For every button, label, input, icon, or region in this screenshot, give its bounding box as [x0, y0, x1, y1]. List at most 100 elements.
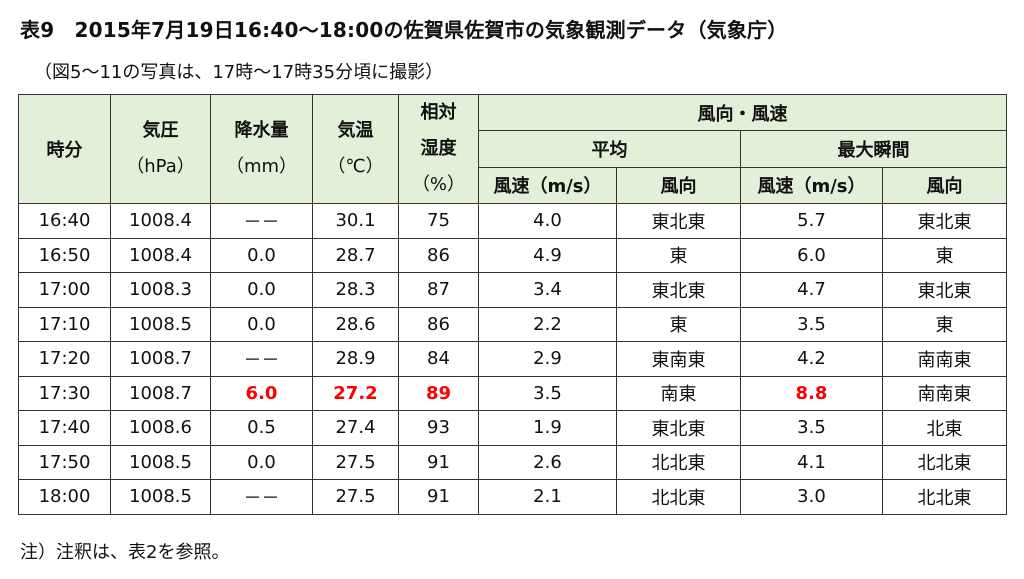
cell-humidity: 86 — [398, 237, 479, 273]
cell-precip: 0.5 — [210, 410, 313, 446]
cell-pressure: 1008.5 — [110, 306, 211, 342]
header-max-direction: 風向 — [882, 166, 1007, 205]
cell-time: 17:00 — [18, 272, 111, 308]
cell-avg-dir: 東 — [616, 306, 741, 342]
header-pressure: 気圧 （hPa） — [110, 94, 211, 204]
cell-precip: 6.0 — [210, 375, 313, 411]
cell-avg-speed: 2.1 — [478, 479, 617, 515]
cell-humidity: 87 — [398, 272, 479, 308]
cell-temp: 27.5 — [312, 479, 399, 515]
cell-max-dir: 東 — [882, 237, 1007, 273]
cell-precip: 0.0 — [210, 306, 313, 342]
header-precip-unit: （mm） — [225, 156, 298, 177]
cell-avg-dir: 東北東 — [616, 410, 741, 446]
table-row: 17:40 1008.6 0.5 27.4 93 1.9 東北東 3.5 北東 — [18, 410, 1007, 446]
cell-avg-dir: 東北東 — [616, 272, 741, 308]
header-wind-max: 最大瞬間 — [740, 130, 1007, 168]
cell-precip: －－ — [210, 479, 313, 515]
header-humidity-label-1: 相対 — [420, 102, 457, 123]
cell-max-speed: 6.0 — [740, 237, 883, 273]
header-wind-average: 平均 — [478, 130, 741, 168]
cell-temp: 27.2 — [312, 375, 399, 411]
header-humidity-label-2: 湿度 — [420, 138, 457, 159]
cell-max-dir: 東北東 — [882, 272, 1007, 308]
cell-temp: 30.1 — [312, 203, 399, 239]
weather-data-table: 時分 気圧 （hPa） 降水量 （mm） 気温 （℃） 相対 湿度 （%） 風向… — [18, 93, 1007, 515]
cell-pressure: 1008.4 — [110, 237, 211, 273]
cell-max-speed: 4.2 — [740, 341, 883, 377]
cell-max-speed: 4.7 — [740, 272, 883, 308]
cell-time: 16:40 — [18, 203, 111, 239]
cell-precip: 0.0 — [210, 272, 313, 308]
cell-temp: 28.3 — [312, 272, 399, 308]
table-row: 18:00 1008.5 －－ 27.5 91 2.1 北北東 3.0 北北東 — [18, 479, 1007, 515]
table-row: 16:40 1008.4 －－ 30.1 75 4.0 東北東 5.7 東北東 — [18, 203, 1007, 239]
cell-max-dir: 南南東 — [882, 375, 1007, 411]
header-precip: 降水量 （mm） — [210, 94, 313, 204]
cell-time: 17:20 — [18, 341, 111, 377]
cell-time: 17:40 — [18, 410, 111, 446]
cell-precip: －－ — [210, 203, 313, 239]
header-pressure-unit: （hPa） — [126, 156, 195, 177]
cell-avg-dir: 南東 — [616, 375, 741, 411]
cell-avg-dir: 北北東 — [616, 444, 741, 480]
table-row: 17:00 1008.3 0.0 28.3 87 3.4 東北東 4.7 東北東 — [18, 272, 1007, 308]
table-row: 17:10 1008.5 0.0 28.6 86 2.2 東 3.5 東 — [18, 306, 1007, 342]
cell-max-dir: 北北東 — [882, 479, 1007, 515]
cell-humidity: 84 — [398, 341, 479, 377]
cell-pressure: 1008.4 — [110, 203, 211, 239]
header-temp: 気温 （℃） — [312, 94, 399, 204]
table-subtitle: （図5〜11の写真は、17時〜17時35分頃に撮影） — [34, 62, 444, 83]
cell-max-dir: 北東 — [882, 410, 1007, 446]
cell-avg-speed: 4.9 — [478, 237, 617, 273]
header-max-speed: 風速（m/s） — [740, 166, 883, 205]
cell-avg-speed: 4.0 — [478, 203, 617, 239]
cell-max-speed: 3.0 — [740, 479, 883, 515]
cell-temp: 28.9 — [312, 341, 399, 377]
cell-time: 17:30 — [18, 375, 111, 411]
cell-avg-dir: 東北東 — [616, 203, 741, 239]
cell-avg-speed: 2.6 — [478, 444, 617, 480]
cell-max-dir: 東北東 — [882, 203, 1007, 239]
header-avg-speed: 風速（m/s） — [478, 166, 617, 205]
cell-precip: 0.0 — [210, 237, 313, 273]
header-precip-label: 降水量 — [234, 120, 289, 141]
cell-precip: 0.0 — [210, 444, 313, 480]
cell-max-speed: 3.5 — [740, 306, 883, 342]
table-body: 16:40 1008.4 －－ 30.1 75 4.0 東北東 5.7 東北東 16:50 1008… — [18, 203, 1007, 515]
cell-precip: －－ — [210, 341, 313, 377]
cell-temp: 27.5 — [312, 444, 399, 480]
header-avg-direction: 風向 — [616, 166, 741, 205]
cell-humidity: 93 — [398, 410, 479, 446]
cell-avg-speed: 3.4 — [478, 272, 617, 308]
table-row: 17:50 1008.5 0.0 27.5 91 2.6 北北東 4.1 北北東 — [18, 444, 1007, 480]
cell-pressure: 1008.6 — [110, 410, 211, 446]
header-humidity-unit: （%） — [411, 174, 466, 195]
cell-max-speed: 3.5 — [740, 410, 883, 446]
header-time: 時分 — [18, 94, 111, 204]
table-title: 表9 2015年7月19日16:40〜18:00の佐賀県佐賀市の気象観測データ（… — [20, 18, 788, 42]
cell-time: 18:00 — [18, 479, 111, 515]
cell-pressure: 1008.5 — [110, 479, 211, 515]
cell-avg-dir: 東 — [616, 237, 741, 273]
header-temp-label: 気温 — [337, 120, 374, 141]
cell-humidity: 75 — [398, 203, 479, 239]
cell-temp: 28.7 — [312, 237, 399, 273]
cell-max-dir: 東 — [882, 306, 1007, 342]
cell-max-speed: 4.1 — [740, 444, 883, 480]
cell-pressure: 1008.7 — [110, 375, 211, 411]
cell-temp: 27.4 — [312, 410, 399, 446]
cell-avg-speed: 1.9 — [478, 410, 617, 446]
cell-humidity: 91 — [398, 444, 479, 480]
cell-pressure: 1008.7 — [110, 341, 211, 377]
header-temp-unit: （℃） — [327, 156, 384, 177]
header-humidity: 相対 湿度 （%） — [398, 94, 479, 204]
footnote: 注）注釈は、表2を参照。 — [20, 542, 230, 563]
cell-max-dir: 南南東 — [882, 341, 1007, 377]
cell-avg-speed: 2.9 — [478, 341, 617, 377]
header-pressure-label: 気圧 — [142, 120, 179, 141]
header-wind: 風向・風速 — [478, 93, 1007, 132]
cell-max-dir: 北北東 — [882, 444, 1007, 480]
cell-humidity: 91 — [398, 479, 479, 515]
cell-avg-speed: 2.2 — [478, 306, 617, 342]
